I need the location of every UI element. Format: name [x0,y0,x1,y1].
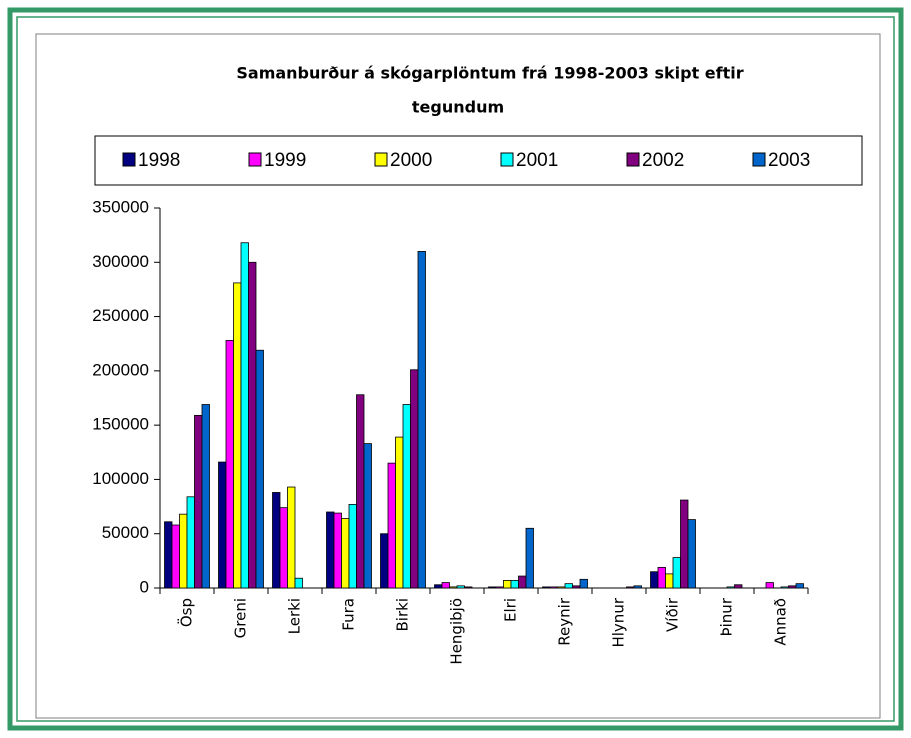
bar [333,512,342,589]
legend-swatch [500,152,514,167]
bar [402,404,411,589]
bar [449,586,458,589]
bar [248,261,257,589]
bar [525,527,534,589]
y-tick-label: 350000 [92,197,149,216]
bar [326,511,335,589]
legend-label: 1998 [138,150,180,171]
bar [579,578,588,589]
bar [272,492,281,589]
bar [194,414,203,589]
x-tick-label: Víðir [664,597,682,632]
bar [434,584,443,589]
bar [650,571,659,589]
bar [765,582,774,589]
y-tick-label: 100000 [92,469,149,488]
bar [287,486,296,589]
legend-label: 2002 [642,150,684,171]
bar [380,533,389,589]
y-tick-label: 250000 [92,306,149,325]
x-tick-label: Birki [394,598,412,631]
bar [233,282,242,589]
inner-frame [16,16,895,722]
x-tick-label: Hlynur [610,597,628,647]
bar [564,583,573,589]
chart-title-line2: tegundum [412,98,504,117]
legend-label: 2001 [516,150,558,171]
bar [726,586,735,589]
bar [179,513,188,589]
legend-label: 2000 [390,150,432,171]
bar [395,436,404,589]
bar [356,394,365,589]
bar [464,586,473,589]
bar [734,584,743,589]
bar [557,586,566,589]
bar [279,507,288,589]
bar [665,573,674,589]
bar [687,519,696,589]
x-tick-label: Elri [502,598,520,622]
bar [171,524,180,589]
x-tick-label: Lerki [286,598,304,634]
bar [225,340,234,589]
legend-label: 1999 [264,150,306,171]
bar [387,462,396,589]
bar [363,443,372,589]
bar [348,503,357,589]
bar [164,521,173,589]
y-tick-label: 150000 [92,415,149,434]
bar [542,586,551,589]
bar [780,586,789,589]
bar [795,583,804,589]
chart-title: Samanburður á skógarplöntum frá 1998-200… [236,64,743,83]
bar [503,580,512,589]
bar [255,349,264,589]
bar [657,566,666,589]
bar [417,251,426,589]
y-tick-label: 300000 [92,252,149,271]
x-tick-label: Ösp [177,598,196,627]
bar [240,242,249,589]
bar [488,586,497,589]
x-tick-label: Fura [340,598,358,631]
legend-label: 2003 [768,150,810,171]
bar [549,586,558,589]
bar [186,496,195,589]
x-tick-label: Hengibjö [448,598,466,665]
bar [680,499,689,589]
bar [510,580,519,589]
bar [456,585,465,589]
legend-swatch [248,152,262,167]
bar [633,585,642,589]
bar [341,518,350,589]
legend-box [94,135,863,186]
bar [572,585,581,589]
y-tick-label: 50000 [102,523,149,542]
y-tick-label: 200000 [92,360,149,379]
bar [672,557,681,589]
x-tick-label: Reynir [556,597,574,646]
bar [495,586,504,589]
bar [518,575,527,589]
outer-frame [7,7,904,731]
bar [201,404,210,589]
bar [410,369,419,589]
bar [788,585,797,589]
y-tick-label: 0 [140,577,149,596]
legend-swatch [374,152,388,167]
bar [218,461,227,589]
x-tick-label: Þinur [718,597,736,636]
bar [626,586,635,589]
bar [441,582,450,589]
x-tick-label: Annað [772,598,790,646]
legend-swatch [626,152,640,167]
bar [294,577,303,589]
x-tick-label: Greni [232,598,250,638]
legend-swatch [752,152,766,167]
legend-swatch [122,152,136,167]
